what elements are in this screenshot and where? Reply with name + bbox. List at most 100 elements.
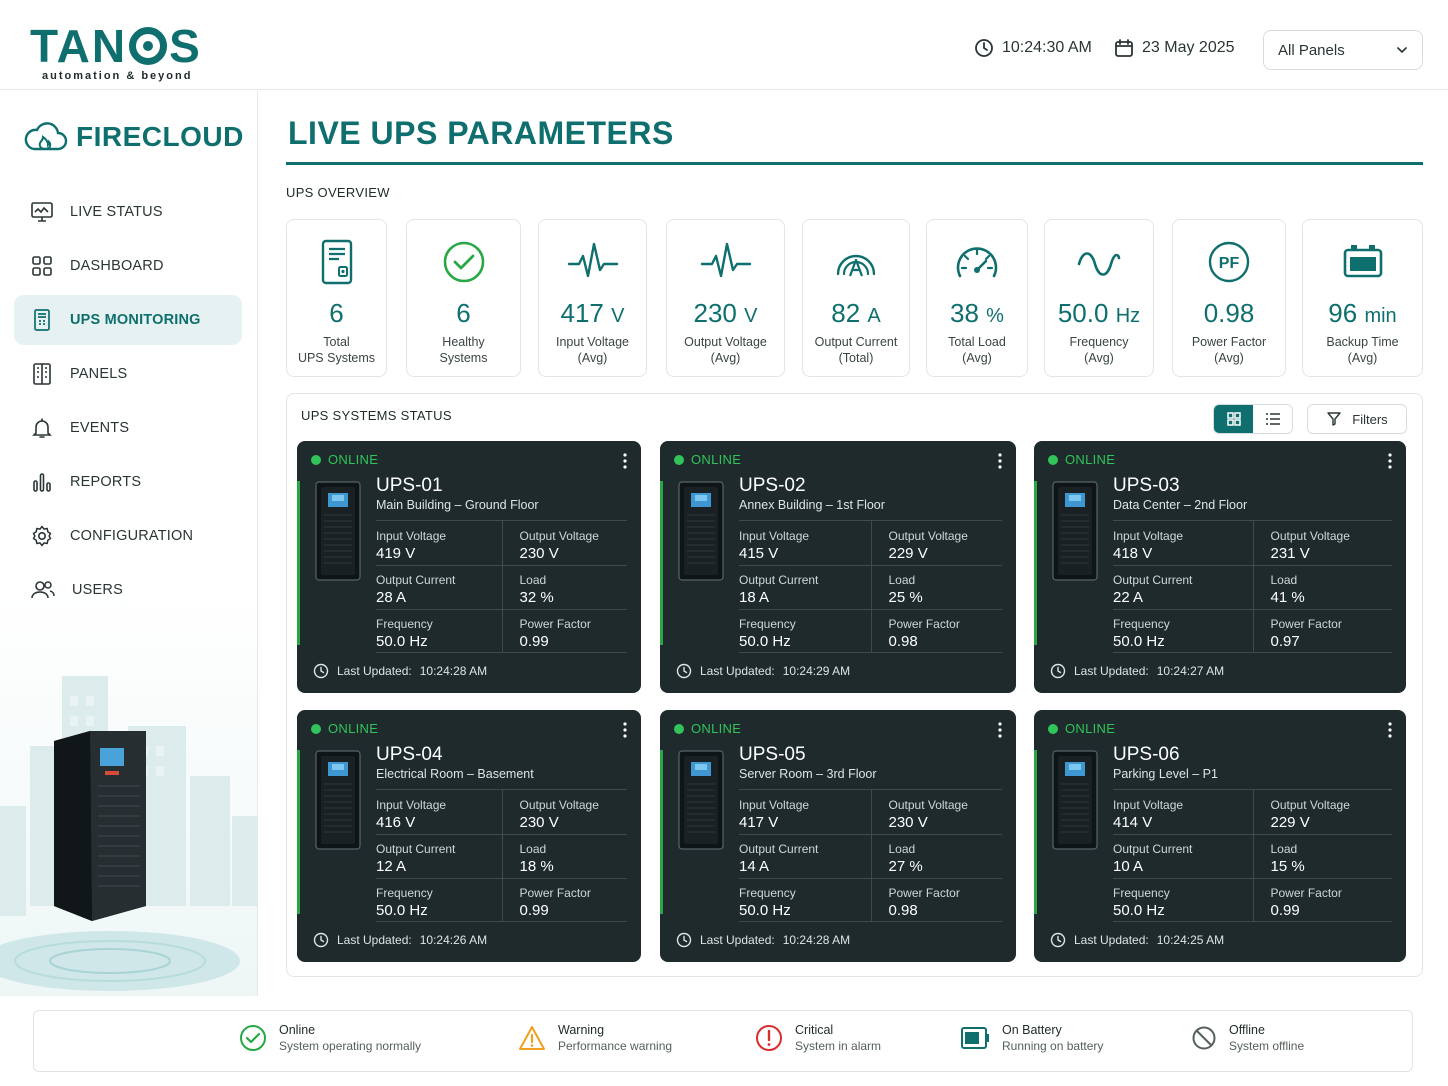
ups-name: UPS-04 (376, 744, 443, 765)
metric-value: 10 A (1113, 858, 1144, 875)
legend-desc: System operating normally (279, 1039, 422, 1053)
sidebar-item-events[interactable]: EVENTS (14, 403, 242, 453)
sine-icon (1077, 252, 1121, 276)
metric-value: 50.0 Hz (1113, 902, 1165, 919)
metric-value: 0.99 (519, 633, 549, 650)
grid-view-icon (1226, 412, 1241, 426)
metric-label: Power Factor (1270, 617, 1342, 631)
legend-desc: System in alarm (795, 1039, 882, 1053)
ups-image (315, 750, 361, 855)
metric-output-current: Output Current 22 A (1113, 565, 1253, 609)
list-view-button[interactable] (1253, 405, 1292, 433)
metric-power-factor: Power Factor 0.99 (501, 878, 628, 922)
ups-card[interactable]: ONLINE UPS-06 Parking Level – P1 Input Volt… (1034, 710, 1406, 962)
sidebar-item-panels[interactable]: PANELS (14, 349, 242, 399)
overview-section-label: UPS OVERVIEW (286, 185, 390, 200)
kpi-sublabel: (Avg) (710, 351, 741, 365)
online-dot (1048, 723, 1058, 734)
sidebar-item-ups-monitoring[interactable]: UPS MONITORING (14, 295, 242, 345)
sidebar-item-configuration[interactable]: CONFIGURATION (14, 511, 242, 561)
metric-output-voltage: Output Voltage 229 V (1252, 790, 1393, 834)
metric-value: 50.0 Hz (739, 633, 791, 650)
metric-input-voltage: Input Voltage 417 V (739, 790, 871, 834)
ups-card[interactable]: ONLINE UPS-03 Data Center – 2nd Floor Input… (1034, 441, 1406, 693)
ups-card[interactable]: ONLINE UPS-01 Main Building – Ground Floor… (297, 441, 641, 693)
sidebar-item-live-status[interactable]: LIVE STATUS (14, 187, 242, 237)
kebab-menu-icon (998, 722, 1002, 738)
kpi-healthy-systems[interactable]: 6 Healthy Systems (406, 219, 521, 377)
metric-label: Input Voltage (1113, 529, 1184, 543)
sidebar-item-reports[interactable]: REPORTS (14, 457, 242, 507)
last-updated-time: 10:24:28 AM (419, 664, 488, 678)
list-view-icon (1265, 413, 1280, 425)
metric-value: 50.0 Hz (376, 902, 428, 919)
metric-load: Load 41 % (1252, 565, 1393, 609)
more-options-button[interactable] (998, 453, 1002, 474)
more-options-button[interactable] (623, 722, 627, 743)
kpi-total-load[interactable]: 38 % Total Load (Avg) (926, 219, 1028, 377)
tanos-logo[interactable]: TAN S automation & beyond (30, 23, 202, 82)
kpi-output-voltage[interactable]: 230 V Output Voltage (Avg) (666, 219, 785, 377)
filters-button[interactable]: Filters (1307, 404, 1407, 434)
metric-input-voltage: Input Voltage 418 V (1113, 521, 1253, 565)
clock-icon (676, 663, 692, 679)
brand-name: FIRECLOUD (76, 121, 244, 152)
kpi-output-current[interactable]: 82 A Output Current (Total) (802, 219, 910, 377)
sidebar-item-label: USERS (72, 582, 123, 598)
top-header: TAN S automation & beyond 10:24:30 AM 23 … (0, 0, 1448, 90)
kpi-total-ups[interactable]: 6 Total UPS Systems (286, 219, 387, 377)
metric-label: Output Voltage (1270, 798, 1350, 812)
metric-label: Load (519, 573, 547, 587)
ups-cabinet-icon (1052, 481, 1098, 581)
legend-warning: Warning Performance warning (518, 1023, 672, 1053)
kpi-sublabel: (Avg) (1347, 351, 1378, 365)
kpi-frequency[interactable]: 50.0 Hz Frequency (Avg) (1044, 219, 1154, 377)
filter-icon (1327, 412, 1341, 426)
grid-view-button[interactable] (1214, 405, 1253, 433)
more-options-button[interactable] (623, 453, 627, 474)
kpi-input-voltage[interactable]: 417 V Input Voltage (Avg) (538, 219, 647, 377)
kpi-value: 82 (831, 298, 861, 328)
metric-frequency: Frequency 50.0 Hz (376, 878, 502, 922)
ups-name: UPS-03 (1113, 475, 1180, 496)
more-options-button[interactable] (1388, 453, 1392, 474)
metric-label: Output Voltage (888, 798, 968, 812)
more-options-button[interactable] (998, 722, 1002, 743)
metric-label: Input Voltage (739, 798, 810, 812)
panel-select-dropdown[interactable]: All Panels (1263, 30, 1423, 70)
current-date: 23 May 2025 (1114, 38, 1235, 58)
metric-label: Power Factor (519, 617, 591, 631)
metric-value: 230 V (519, 814, 559, 831)
ups-card[interactable]: ONLINE UPS-05 Server Room – 3rd Floor Input… (660, 710, 1016, 962)
ups-name: UPS-05 (739, 744, 806, 765)
logo-tagline: automation & beyond (42, 70, 193, 82)
legend-online: Online System operating normally (239, 1023, 421, 1053)
legend-title: On Battery (1002, 1023, 1062, 1037)
sidebar-item-label: LIVE STATUS (70, 204, 163, 220)
kpi-unit: min (1364, 305, 1397, 327)
kpi-power-factor[interactable]: PF 0.98 Power Factor (Avg) (1172, 219, 1286, 377)
ups-card[interactable]: ONLINE UPS-04 Electrical Room – Basement In… (297, 710, 641, 962)
metric-value: 414 V (1113, 814, 1153, 831)
sidebar-item-dashboard[interactable]: DASHBOARD (14, 241, 242, 291)
legend-title: Online (279, 1023, 316, 1037)
metric-value: 231 V (1270, 545, 1310, 562)
metric-power-factor: Power Factor 0.98 (870, 609, 1003, 653)
ups-card[interactable]: ONLINE UPS-02 Annex Building – 1st Floor In… (660, 441, 1016, 693)
ups-metrics: Input Voltage 414 V Output Voltage 229 V Out… (1113, 789, 1393, 922)
firecloud-brand[interactable]: FIRECLOUD (22, 119, 244, 155)
metric-output-voltage: Output Voltage 230 V (501, 521, 628, 565)
online-dot (674, 454, 684, 465)
users-icon (31, 581, 55, 599)
metric-label: Input Voltage (376, 798, 447, 812)
metric-value: 417 V (739, 814, 779, 831)
status-text: ONLINE (1065, 721, 1116, 736)
metric-label: Load (1270, 573, 1298, 587)
ups-name: UPS-02 (739, 475, 806, 496)
more-options-button[interactable] (1388, 722, 1392, 743)
last-updated: Last Updated: 10:24:28 AM (676, 932, 850, 948)
sidebar-item-users[interactable]: USERS (14, 565, 242, 615)
metric-value: 15 % (1270, 858, 1305, 875)
kpi-backup-time[interactable]: 96 min Backup Time (Avg) (1302, 219, 1423, 377)
metric-value: 27 % (888, 858, 923, 875)
